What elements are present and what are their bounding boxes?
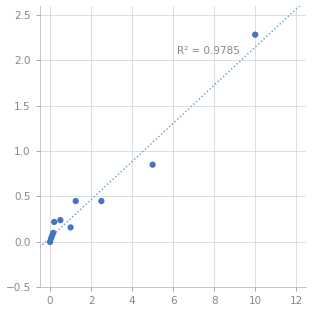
Point — [68, 225, 73, 230]
Point — [52, 219, 57, 224]
Point — [49, 236, 54, 241]
Point — [73, 198, 78, 203]
Point — [150, 162, 155, 167]
Point — [253, 32, 258, 37]
Text: R² = 0.9785: R² = 0.9785 — [177, 46, 240, 56]
Point — [58, 218, 63, 223]
Point — [48, 239, 53, 244]
Point — [51, 230, 56, 235]
Point — [99, 198, 104, 203]
Point — [50, 233, 55, 238]
